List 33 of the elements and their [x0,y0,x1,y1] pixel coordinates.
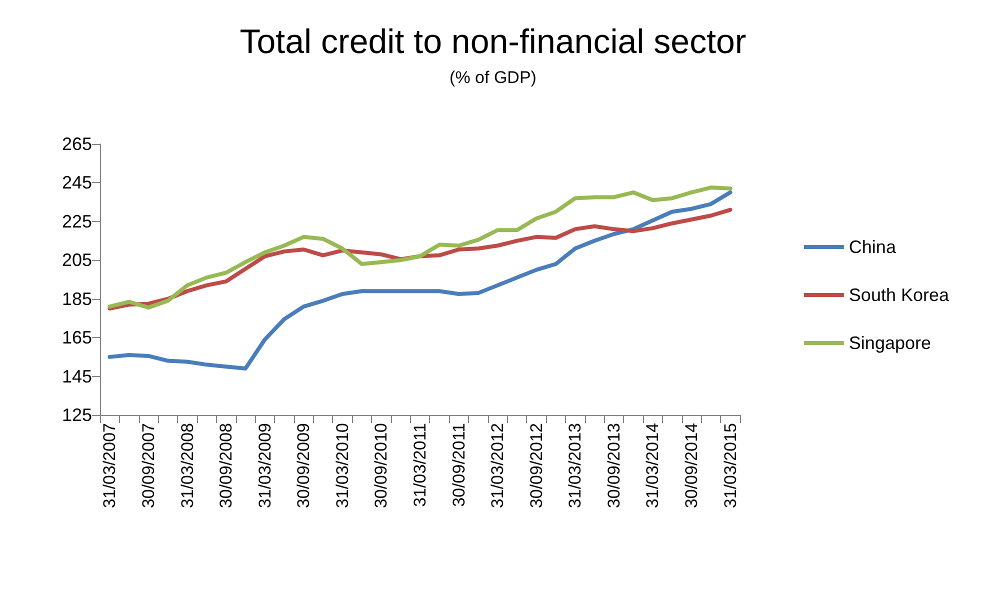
x-tick-label: 30/09/2014 [682,423,702,508]
x-tick-label: 30/09/2008 [216,423,236,508]
y-tick-label: 225 [62,211,92,232]
x-tick-label: 31/03/2014 [643,423,662,508]
legend-label: Singapore [848,333,932,353]
x-tick-label: 31/03/2008 [178,423,197,508]
chart-subtitle: (% of GDP) [450,68,536,87]
line-series [108,186,732,310]
x-tick-label: 30/09/2012 [526,423,546,508]
line-series [108,208,732,311]
chart-title: Total credit to non-financial sector [240,23,746,61]
y-tick-label: 265 [62,134,92,154]
x-tick-label: 31/03/2011 [410,423,430,507]
y-tick-label: 245 [62,172,92,193]
x-tick-label: 30/09/2011 [449,423,468,507]
y-tick-label: 165 [62,328,92,348]
x-tick-label: 30/09/2007 [138,423,158,508]
y-tick-label: 185 [62,288,92,309]
legend-label: South Korea [848,285,950,305]
x-tick-label: 31/03/2015 [720,423,740,508]
x-tick-label: 31/03/2007 [100,423,120,508]
y-tick-label: 145 [62,366,92,386]
x-tick-label: 31/03/2012 [488,423,508,508]
y-tick-label: 205 [62,250,92,270]
x-tick-label: 30/09/2010 [372,423,391,508]
x-tick-label: 31/03/2010 [332,423,352,508]
y-tick-label: 125 [62,405,92,425]
x-tick-label: 31/03/2009 [255,423,274,508]
x-tick-label: 31/03/2013 [566,423,585,508]
x-tick-label: 30/09/2009 [294,423,314,508]
line-series [108,190,732,371]
legend-label: China [848,237,897,257]
x-tick-label: 30/09/2013 [604,423,624,508]
